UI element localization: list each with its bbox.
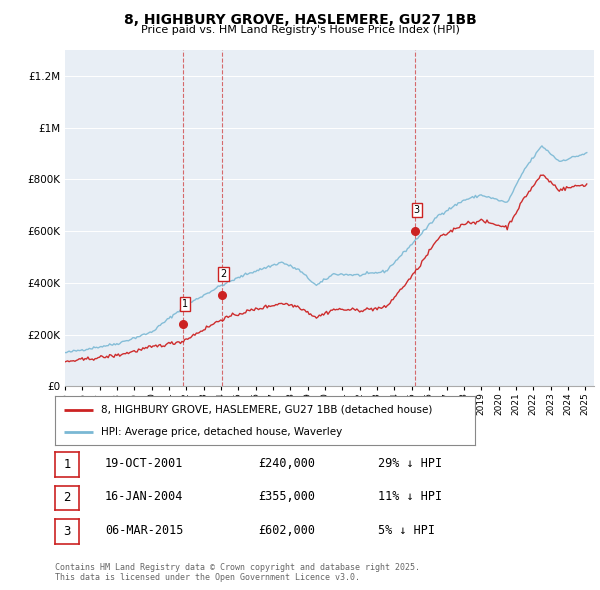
Text: 5% ↓ HPI: 5% ↓ HPI bbox=[378, 524, 435, 537]
Text: Contains HM Land Registry data © Crown copyright and database right 2025.
This d: Contains HM Land Registry data © Crown c… bbox=[55, 563, 420, 582]
Text: 3: 3 bbox=[413, 205, 420, 215]
Text: 2: 2 bbox=[64, 491, 71, 504]
Text: 1: 1 bbox=[181, 299, 188, 309]
Text: 8, HIGHBURY GROVE, HASLEMERE, GU27 1BB (detached house): 8, HIGHBURY GROVE, HASLEMERE, GU27 1BB (… bbox=[101, 405, 433, 415]
Text: 29% ↓ HPI: 29% ↓ HPI bbox=[378, 457, 442, 470]
Text: Price paid vs. HM Land Registry's House Price Index (HPI): Price paid vs. HM Land Registry's House … bbox=[140, 25, 460, 35]
Text: 8, HIGHBURY GROVE, HASLEMERE, GU27 1BB: 8, HIGHBURY GROVE, HASLEMERE, GU27 1BB bbox=[124, 13, 476, 27]
Text: 11% ↓ HPI: 11% ↓ HPI bbox=[378, 490, 442, 503]
Text: £240,000: £240,000 bbox=[258, 457, 315, 470]
Text: 06-MAR-2015: 06-MAR-2015 bbox=[105, 524, 184, 537]
Text: 2: 2 bbox=[220, 269, 227, 279]
Text: £355,000: £355,000 bbox=[258, 490, 315, 503]
Text: 3: 3 bbox=[64, 525, 71, 538]
Text: HPI: Average price, detached house, Waverley: HPI: Average price, detached house, Wave… bbox=[101, 427, 343, 437]
Text: 1: 1 bbox=[64, 458, 71, 471]
Text: 16-JAN-2004: 16-JAN-2004 bbox=[105, 490, 184, 503]
Text: £602,000: £602,000 bbox=[258, 524, 315, 537]
Text: 19-OCT-2001: 19-OCT-2001 bbox=[105, 457, 184, 470]
